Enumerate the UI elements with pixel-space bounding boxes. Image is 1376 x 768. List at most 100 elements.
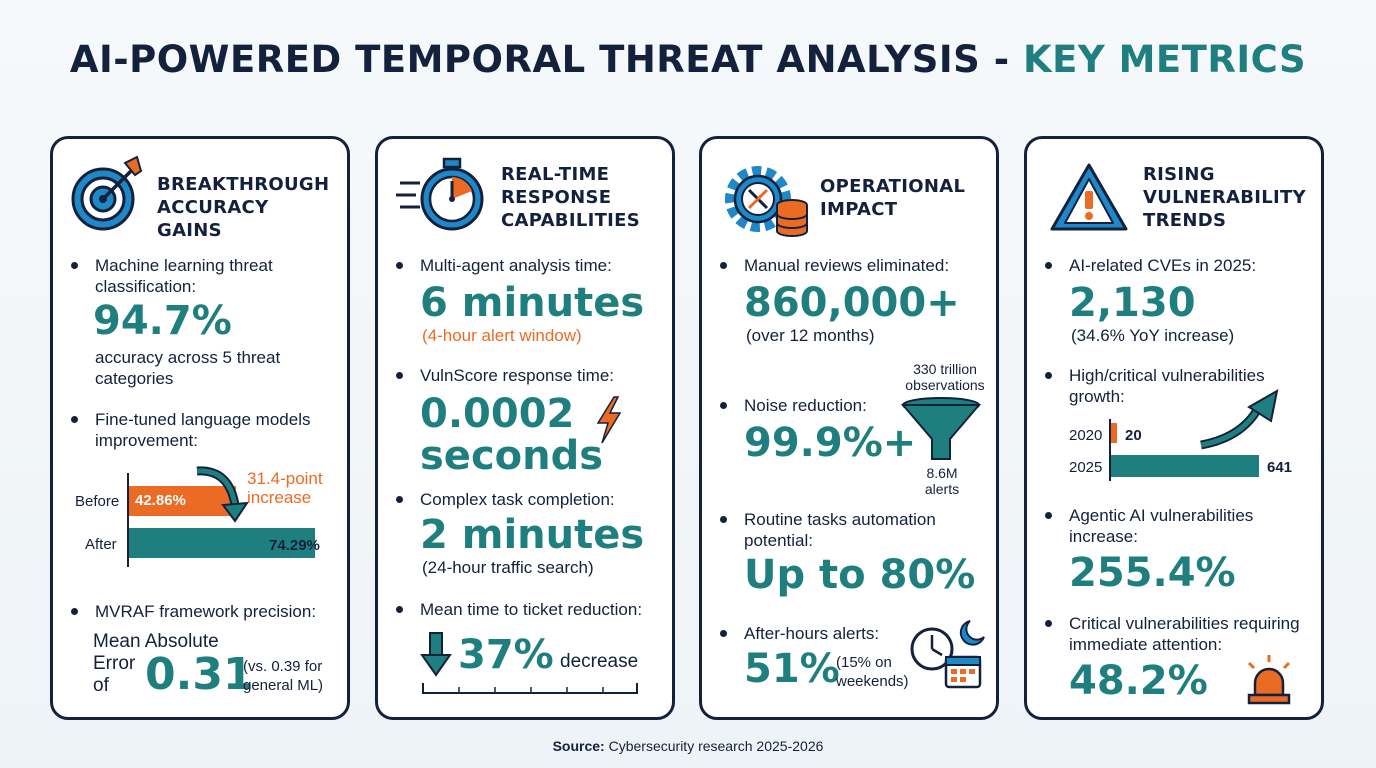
- page-title: AI-POWERED TEMPORAL THREAT ANALYSIS - KE…: [0, 38, 1376, 81]
- metric-value: 94.7%: [93, 298, 232, 344]
- ruler-scale: [422, 683, 638, 694]
- bullet: [720, 262, 727, 269]
- metric-value-line: 0.0002: [420, 391, 575, 437]
- metric-label: VulnScore response time:: [420, 366, 615, 385]
- bullet: [720, 516, 727, 523]
- metric-label: Noise reduction:: [744, 396, 867, 415]
- title-main: AI-POWERED TEMPORAL THREAT ANALYSIS -: [69, 38, 1023, 81]
- metric-high-critical-growth: High/critical vulnerabilities growth:: [1045, 365, 1315, 407]
- card-title-line: OPERATIONAL: [820, 176, 966, 197]
- bar-label: Before: [75, 493, 120, 510]
- bullet: [720, 630, 727, 637]
- bar-2020: [1111, 423, 1117, 443]
- card-title-line: IMPACT: [820, 199, 898, 220]
- card-accuracy-gains: BREAKTHROUGH ACCURACY GAINS Machine lear…: [50, 136, 350, 720]
- chart-axis: [127, 473, 129, 567]
- metric-ml-classification: Machine learning threat classification:: [71, 255, 341, 297]
- metric-note: (vs. 0.39 for general ML): [243, 658, 324, 694]
- metric-value: Up to 80%: [744, 552, 976, 598]
- curved-arrow-icon: [196, 466, 249, 523]
- bullet: [396, 496, 403, 503]
- card-title-line: VULNERABILITY: [1143, 187, 1306, 208]
- metric-sub: (24-hour traffic search): [422, 558, 594, 577]
- metric-ticket-reduction: Mean time to ticket reduction:: [396, 599, 676, 620]
- card-response-capabilities: REAL-TIME RESPONSE CAPABILITIES Multi-ag…: [375, 136, 675, 720]
- bullet: [1045, 372, 1052, 379]
- clock-calendar-icon: [910, 620, 985, 689]
- card-title-line: RESPONSE: [501, 187, 612, 208]
- metric-ai-cves: AI-related CVEs in 2025:: [1045, 255, 1315, 276]
- metric-value: 51%: [744, 646, 840, 692]
- metric-label: Critical vulnerabilities requiring immed…: [1069, 614, 1300, 654]
- bullet: [71, 608, 78, 615]
- target-arrow-icon: [71, 155, 143, 231]
- metric-label: Complex task completion:: [420, 490, 615, 509]
- lightning-icon: [596, 396, 622, 444]
- trend-arrow-icon: [1200, 389, 1279, 450]
- card-title-line: GAINS: [157, 220, 222, 241]
- metric-label: Machine learning threat classification:: [95, 256, 273, 296]
- metric-label: Agentic AI vulnerabilities increase:: [1069, 506, 1254, 546]
- bullet: [396, 262, 403, 269]
- metric-sub: (over 12 months): [746, 326, 875, 345]
- metric-value: 6 minutes: [420, 280, 645, 326]
- metric-value: 37%: [458, 632, 554, 678]
- bullet: [1045, 512, 1052, 519]
- metric-value: 99.9%+: [744, 420, 917, 466]
- precision-prefix: Mean Absolute: [93, 631, 219, 652]
- metric-value: 0.31: [145, 649, 254, 700]
- title-accent: KEY METRICS: [1022, 38, 1307, 81]
- metric-sub: (34.6% YoY increase): [1071, 326, 1235, 345]
- metric-mvraf-precision: MVRAF framework precision:: [71, 601, 341, 622]
- metric-vulnscore-time: VulnScore response time:: [396, 365, 666, 386]
- bar-value: 20: [1125, 427, 1142, 444]
- metric-value-line: seconds: [420, 433, 604, 479]
- metric-complex-task: Complex task completion:: [396, 489, 666, 510]
- metric-manual-reviews: Manual reviews eliminated:: [720, 255, 990, 276]
- bullet: [720, 402, 727, 409]
- bullet: [396, 372, 403, 379]
- card-title-line: ACCURACY: [157, 197, 269, 218]
- bullet: [1045, 262, 1052, 269]
- source-label: Source:: [552, 738, 605, 754]
- card-title-line: TRENDS: [1143, 210, 1227, 231]
- metric-sub: (4-hour alert window): [422, 326, 582, 345]
- metric-label: Fine-tuned language models improvement:: [95, 410, 311, 450]
- metric-label: AI-related CVEs in 2025:: [1069, 256, 1257, 275]
- bar-value: 641: [1267, 459, 1293, 476]
- bar-value: 42.86%: [135, 492, 186, 509]
- card-vulnerability-trends: RISING VULNERABILITY TRENDS AI-related C…: [1024, 136, 1324, 720]
- bar-after: [129, 528, 315, 558]
- metric-value: 860,000+: [744, 280, 960, 326]
- metric-automation-potential: Routine tasks automation potential:: [720, 509, 990, 551]
- precision-prefix: Error: [93, 653, 136, 674]
- card-title-line: RISING: [1143, 164, 1215, 185]
- metric-label: Mean time to ticket reduction:: [420, 600, 643, 619]
- bullet: [396, 606, 403, 613]
- metric-noise-reduction: Noise reduction:: [720, 395, 990, 416]
- card-operational-impact: OPERATIONAL IMPACT Manual reviews elimin…: [699, 136, 999, 720]
- source-note: Source: Cybersecurity research 2025-2026: [0, 738, 1376, 754]
- metric-suffix: decrease: [560, 651, 639, 672]
- metric-value: 48.2%: [1069, 658, 1208, 704]
- siren-icon: [1247, 655, 1291, 705]
- bar-value: 74.29%: [269, 537, 320, 554]
- bar-2025: [1111, 455, 1259, 477]
- metric-label: High/critical vulnerabilities growth:: [1069, 366, 1265, 406]
- card-title-line: REAL-TIME: [501, 164, 610, 185]
- bar-label: After: [85, 536, 117, 553]
- chart-axis: [1109, 419, 1111, 481]
- card-title-line: CAPABILITIES: [501, 210, 641, 231]
- precision-prefix: of: [93, 675, 109, 696]
- bullet: [71, 416, 78, 423]
- metric-llm-improvement: Fine-tuned language models improvement:: [71, 409, 341, 451]
- bar-label: 2025: [1069, 459, 1103, 476]
- metric-label: After-hours alerts:: [744, 624, 880, 643]
- metric-label: MVRAF framework precision:: [95, 602, 317, 621]
- funnel-top-label: 330 trillion observations: [905, 361, 985, 393]
- chart-annotation: 31.4-point increase: [247, 469, 323, 507]
- metric-label: Routine tasks automation potential:: [744, 510, 936, 550]
- metric-note: (15% on weekends): [836, 654, 909, 690]
- metric-label: Multi-agent analysis time:: [420, 256, 612, 275]
- funnel-bottom-label: 8.6M alerts: [924, 465, 960, 497]
